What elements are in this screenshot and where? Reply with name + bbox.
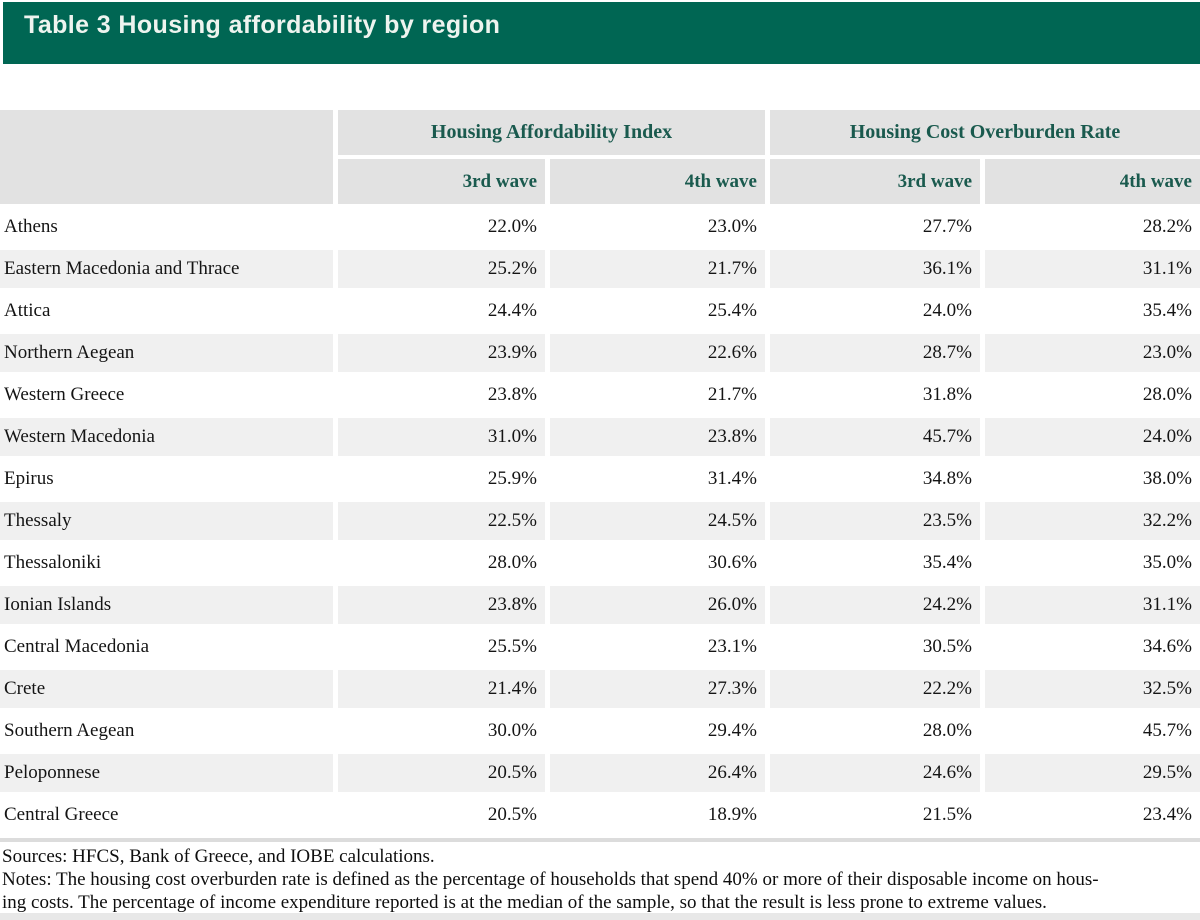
corner-cell xyxy=(0,110,333,204)
value-cell: 45.7% xyxy=(770,418,980,456)
group-header-cost-overburden: Housing Cost Overburden Rate xyxy=(770,110,1200,155)
value-cell: 21.5% xyxy=(770,796,980,834)
table-bottom-rule xyxy=(0,838,1200,842)
value-cell: 23.8% xyxy=(550,418,765,456)
value-cell: 23.0% xyxy=(550,208,765,246)
value-cell: 28.2% xyxy=(985,208,1200,246)
value-cell: 28.7% xyxy=(770,334,980,372)
value-cell: 29.4% xyxy=(550,712,765,750)
value-cell: 22.6% xyxy=(550,334,765,372)
region-cell: Epirus xyxy=(0,460,333,498)
region-cell: Northern Aegean xyxy=(0,334,333,372)
value-cell: 21.7% xyxy=(550,250,765,288)
value-cell: 29.5% xyxy=(985,754,1200,792)
value-cell: 26.4% xyxy=(550,754,765,792)
value-cell: 20.5% xyxy=(338,754,545,792)
table-footnotes: Sources: HFCS, Bank of Greece, and IOBE … xyxy=(2,845,1199,914)
value-cell: 28.0% xyxy=(985,376,1200,414)
value-cell: 23.1% xyxy=(550,628,765,666)
region-cell: Ionian Islands xyxy=(0,586,333,624)
group-header-affordability-index: Housing Affordability Index xyxy=(338,110,765,155)
region-cell: Central Macedonia xyxy=(0,628,333,666)
region-cell: Crete xyxy=(0,670,333,708)
value-cell: 31.0% xyxy=(338,418,545,456)
value-cell: 25.4% xyxy=(550,292,765,330)
subheader-hai-3rd-wave: 3rd wave xyxy=(338,159,545,204)
value-cell: 34.6% xyxy=(985,628,1200,666)
page-bottom-strip xyxy=(0,913,1200,920)
region-cell: Western Macedonia xyxy=(0,418,333,456)
region-cell: Athens xyxy=(0,208,333,246)
value-cell: 31.4% xyxy=(550,460,765,498)
value-cell: 32.5% xyxy=(985,670,1200,708)
value-cell: 22.0% xyxy=(338,208,545,246)
subheader-hai-4th-wave: 4th wave xyxy=(550,159,765,204)
value-cell: 22.2% xyxy=(770,670,980,708)
value-cell: 35.4% xyxy=(770,544,980,582)
table-title: Table 3 Housing affordability by region xyxy=(24,11,501,39)
region-cell: Southern Aegean xyxy=(0,712,333,750)
value-cell: 23.5% xyxy=(770,502,980,540)
value-cell: 20.5% xyxy=(338,796,545,834)
title-banner: Table 3 Housing affordability by region xyxy=(3,2,1200,64)
value-cell: 24.6% xyxy=(770,754,980,792)
value-cell: 24.4% xyxy=(338,292,545,330)
value-cell: 24.0% xyxy=(985,418,1200,456)
value-cell: 27.3% xyxy=(550,670,765,708)
value-cell: 36.1% xyxy=(770,250,980,288)
value-cell: 23.8% xyxy=(338,376,545,414)
value-cell: 28.0% xyxy=(770,712,980,750)
value-cell: 23.9% xyxy=(338,334,545,372)
value-cell: 45.7% xyxy=(985,712,1200,750)
value-cell: 31.1% xyxy=(985,250,1200,288)
value-cell: 21.7% xyxy=(550,376,765,414)
value-cell: 32.2% xyxy=(985,502,1200,540)
sources-note: Sources: HFCS, Bank of Greece, and IOBE … xyxy=(2,846,435,867)
value-cell: 31.1% xyxy=(985,586,1200,624)
value-cell: 25.5% xyxy=(338,628,545,666)
value-cell: 28.0% xyxy=(338,544,545,582)
value-cell: 30.6% xyxy=(550,544,765,582)
value-cell: 27.7% xyxy=(770,208,980,246)
region-cell: Peloponnese xyxy=(0,754,333,792)
value-cell: 25.2% xyxy=(338,250,545,288)
value-cell: 31.8% xyxy=(770,376,980,414)
value-cell: 30.0% xyxy=(338,712,545,750)
region-cell: Eastern Macedonia and Thrace xyxy=(0,250,333,288)
value-cell: 35.4% xyxy=(985,292,1200,330)
value-cell: 38.0% xyxy=(985,460,1200,498)
value-cell: 35.0% xyxy=(985,544,1200,582)
housing-affordability-table: Housing Affordability Index Housing Cost… xyxy=(0,110,1200,834)
region-cell: Attica xyxy=(0,292,333,330)
region-cell: Thessaly xyxy=(0,502,333,540)
value-cell: 30.5% xyxy=(770,628,980,666)
value-cell: 23.0% xyxy=(985,334,1200,372)
region-cell: Central Greece xyxy=(0,796,333,834)
region-cell: Thessaloniki xyxy=(0,544,333,582)
value-cell: 18.9% xyxy=(550,796,765,834)
value-cell: 26.0% xyxy=(550,586,765,624)
notes-line-1: Notes: The housing cost overburden rate … xyxy=(2,869,1099,890)
value-cell: 23.4% xyxy=(985,796,1200,834)
value-cell: 24.0% xyxy=(770,292,980,330)
value-cell: 34.8% xyxy=(770,460,980,498)
value-cell: 24.2% xyxy=(770,586,980,624)
subheader-hcor-3rd-wave: 3rd wave xyxy=(770,159,980,204)
region-cell: Western Greece xyxy=(0,376,333,414)
notes-line-2: ing costs. The percentage of income expe… xyxy=(2,892,1047,913)
value-cell: 21.4% xyxy=(338,670,545,708)
subheader-hcor-4th-wave: 4th wave xyxy=(985,159,1200,204)
value-cell: 24.5% xyxy=(550,502,765,540)
value-cell: 22.5% xyxy=(338,502,545,540)
value-cell: 23.8% xyxy=(338,586,545,624)
value-cell: 25.9% xyxy=(338,460,545,498)
